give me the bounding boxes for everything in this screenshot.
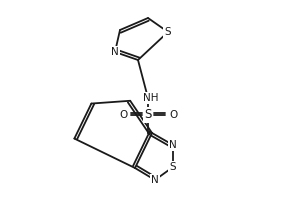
Text: NH: NH bbox=[143, 93, 159, 103]
Text: N: N bbox=[111, 47, 119, 57]
Text: S: S bbox=[165, 27, 171, 37]
Text: O: O bbox=[169, 110, 177, 120]
Text: N: N bbox=[169, 140, 177, 150]
Text: S: S bbox=[170, 162, 176, 172]
Text: S: S bbox=[144, 108, 152, 121]
Text: N: N bbox=[151, 175, 159, 185]
Text: O: O bbox=[119, 110, 127, 120]
